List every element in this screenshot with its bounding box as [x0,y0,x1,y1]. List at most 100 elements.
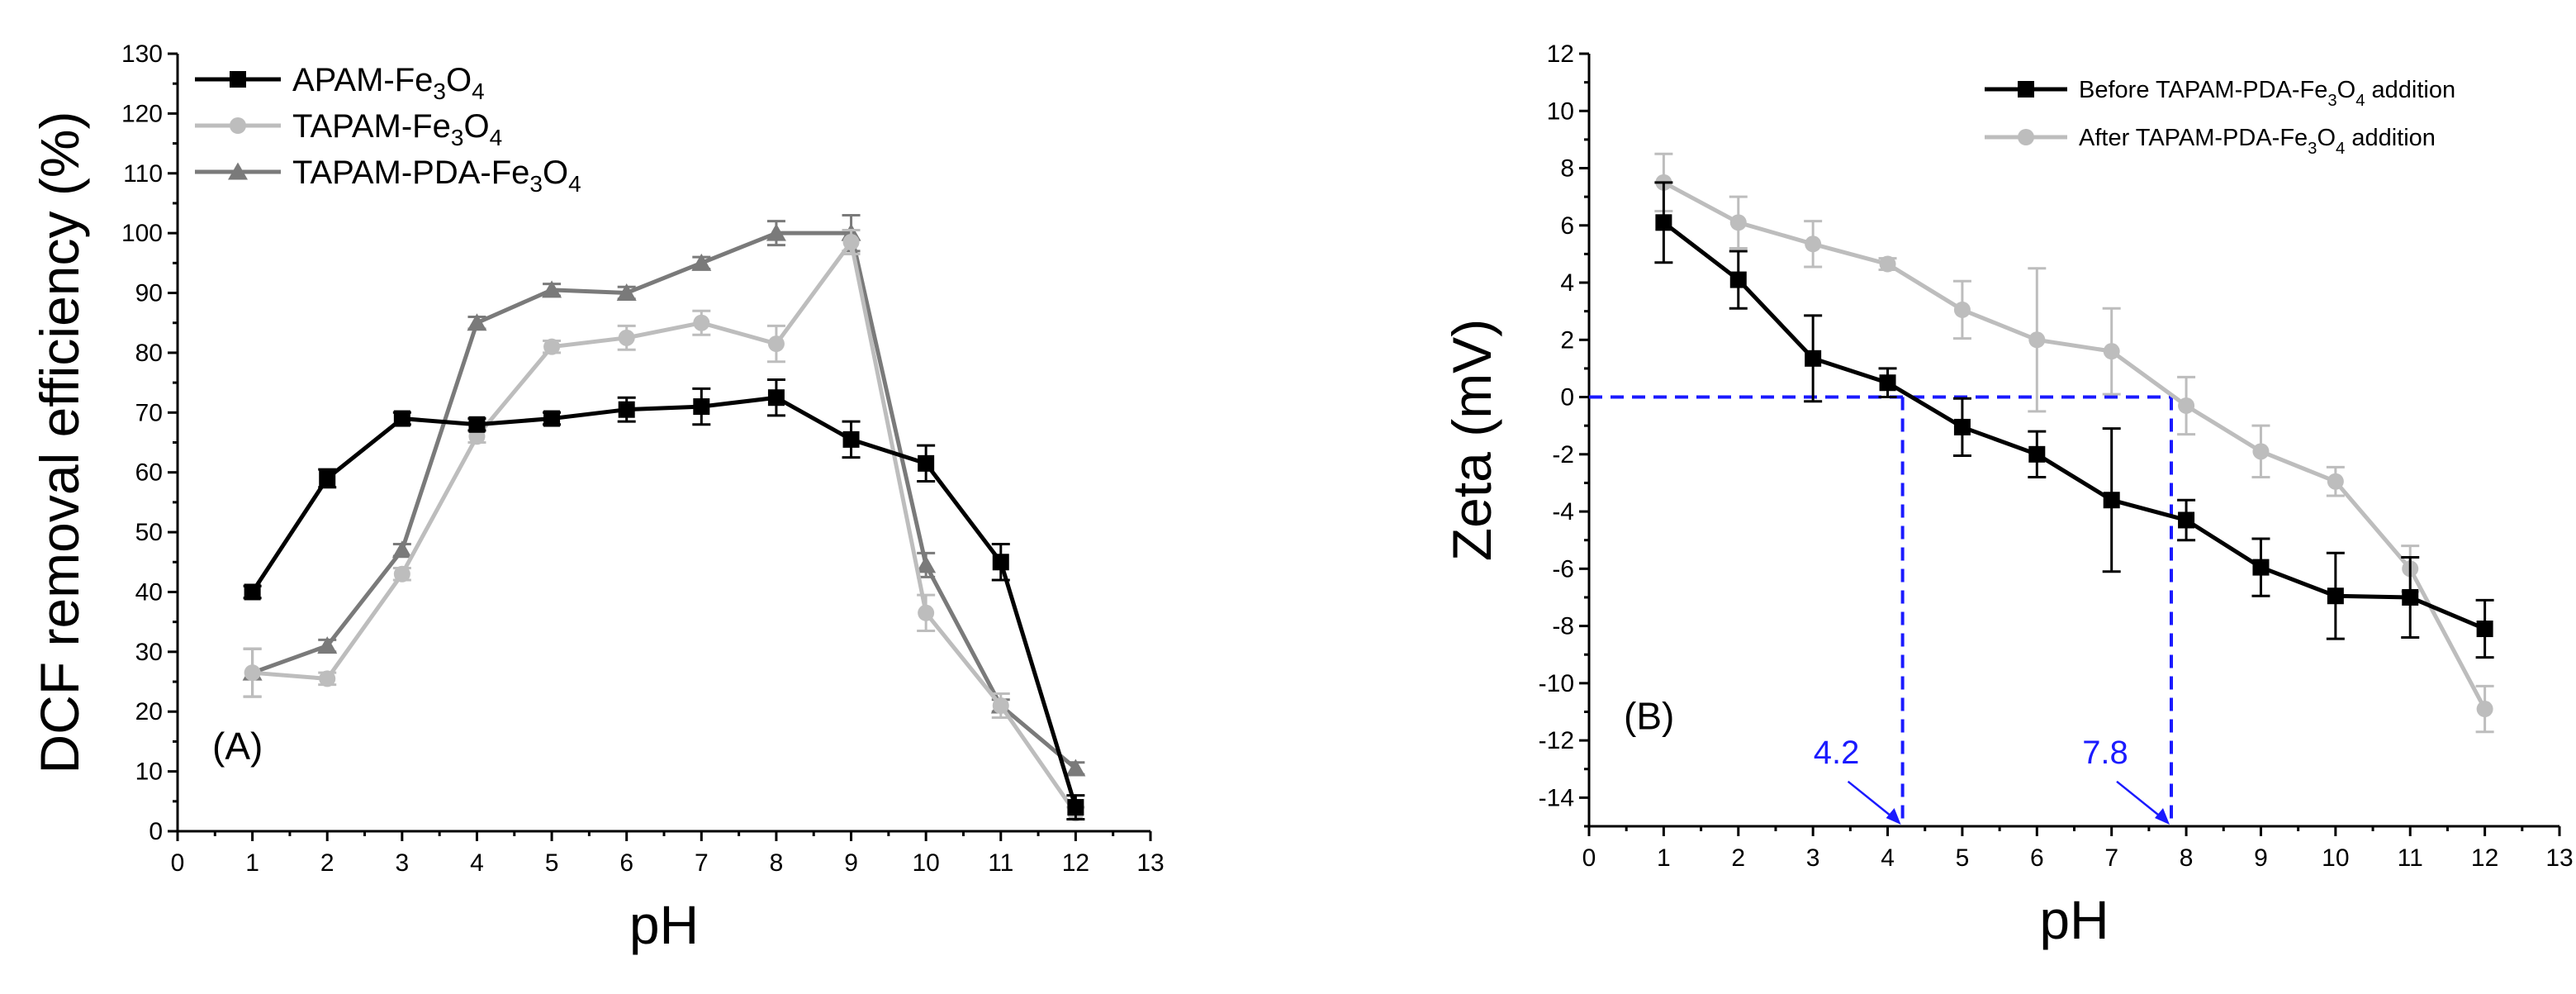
legend-label: TAPAM-Fe3O4 [292,108,502,150]
legend-label-part: 4 [490,125,503,150]
legend-label-part: 3 [2308,140,2317,158]
legend-label-part: 4 [2336,140,2345,158]
data-point [693,398,710,416]
data-point [2252,559,2270,576]
legend-label-part: O [2337,77,2356,103]
x-tick-label: 0 [171,849,185,877]
x-tick-label: 1 [1657,844,1671,872]
series-line [1663,180,2487,711]
legend-marker [2018,81,2034,97]
legend-marker [230,117,246,134]
x-tick-label: 0 [1582,844,1596,872]
data-point [992,697,1009,714]
y-axis-title: Zeta (mV) [1441,319,1502,561]
isoelectric-point-label: 7.8 [2082,735,2128,771]
x-tick-label: 11 [988,849,1013,877]
legend-label: Before TAPAM-PDA-Fe3O4 addition [2079,77,2455,110]
data-point [2103,343,2120,360]
y-tick-label: 60 [135,459,163,487]
x-tick-label: 6 [2030,844,2044,872]
legend-label-part: 4 [472,78,485,104]
x-tick-label: 2 [1731,844,1745,872]
y-tick-label: -8 [1552,613,1574,640]
legend-label: APAM-Fe3O4 [292,62,485,104]
y-tick-label: 50 [135,519,163,546]
x-tick-label: 2 [320,849,334,877]
data-point [317,636,338,654]
isoelectric-point-label: 4.2 [1814,735,1860,771]
data-point [1805,350,1822,367]
x-tick-label: 3 [1806,844,1820,872]
y-tick-label: 2 [1560,326,1574,354]
y-tick-label: 120 [121,100,163,127]
y-tick-label: 8 [1560,155,1574,183]
data-point [1805,235,1822,253]
y-tick-label: -10 [1539,670,1574,697]
x-tick-label: 6 [619,849,633,877]
x-tick-label: 13 [2545,844,2573,872]
legend-label-part: TAPAM-Fe [292,108,451,145]
data-point [391,540,412,559]
y-tick-label: 110 [123,160,163,188]
data-point [767,335,785,353]
x-tick-label: 7 [695,849,709,877]
y-tick-label: 10 [1547,97,1574,125]
y-axis-title: DCF removal efficiency (%) [29,112,90,774]
data-point [1879,374,1896,392]
annotation-arrowhead [2155,808,2170,825]
panel-label: (B) [1624,694,1674,737]
x-tick-label: 10 [912,849,939,877]
legend-marker [2018,129,2034,145]
legend-label-part: 3 [433,78,446,104]
data-point [616,283,637,302]
y-tick-label: 10 [135,759,163,786]
legend-marker [230,71,246,88]
y-tick-label: -14 [1539,784,1574,811]
data-point [2103,492,2120,509]
data-point [244,664,261,682]
x-axis-title: pH [2039,889,2109,950]
legend-label-part: After TAPAM-PDA-Fe [2079,125,2308,151]
legend-label-part: TAPAM-PDA-Fe [292,155,529,191]
legend-label-part: 4 [2355,92,2365,110]
y-tick-label: 70 [135,399,163,426]
data-point [319,469,336,487]
data-point [918,604,935,621]
x-tick-label: 4 [1881,844,1895,872]
data-point [319,670,336,687]
y-tick-label: 40 [135,578,163,606]
legend-marker [228,162,248,180]
data-point [618,329,635,346]
data-point [1729,214,1747,231]
y-tick-label: -2 [1552,441,1574,468]
annotation-arrowhead [1886,808,1901,825]
x-tick-label: 5 [545,849,559,877]
legend-label-part: APAM-Fe [292,62,433,98]
data-point [543,338,561,355]
y-tick-label: 20 [135,698,163,725]
data-point [1655,214,1672,231]
data-point [767,389,785,407]
y-tick-label: 6 [1560,212,1574,240]
panel-label: (A) [212,725,263,768]
x-tick-label: 8 [770,849,784,877]
y-tick-label: -6 [1552,555,1574,583]
data-point [2252,443,2270,460]
data-point [2476,621,2493,638]
series-1 [243,229,1085,822]
legend: Before TAPAM-PDA-Fe3O4 addition After TAP… [1985,77,2455,158]
data-point [2178,397,2195,414]
legend-label-part: O [463,108,489,145]
series-1 [1654,152,2494,734]
series-line [251,231,1077,770]
data-point [2327,587,2344,605]
series-line [250,395,1078,808]
legend-label: TAPAM-PDA-Fe3O4 [292,155,581,197]
x-tick-label: 12 [2471,844,2498,872]
data-point [2028,331,2046,349]
data-point [1953,301,1971,318]
x-tick-label: 1 [245,849,259,877]
legend-label-part: 3 [529,171,543,197]
